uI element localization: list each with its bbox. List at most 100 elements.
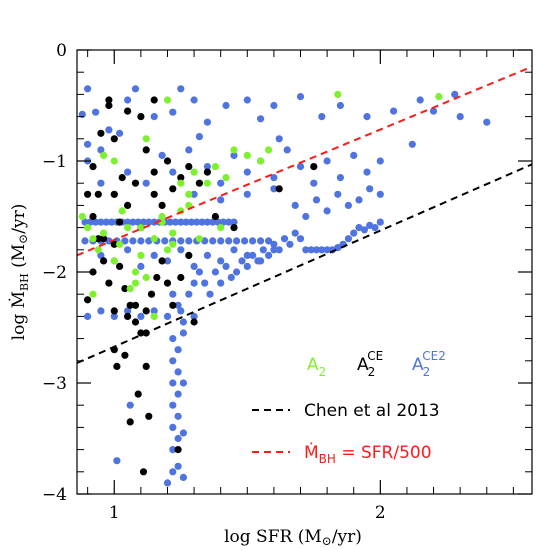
point-A2CE2 [376,157,384,165]
point-A2CE2 [296,163,305,171]
point-A2CE2 [179,379,187,387]
point-A2CE2 [363,168,371,176]
point-A2 [150,235,158,243]
point-A2CE2 [211,268,219,276]
point-A2CE2 [296,235,305,243]
point-A2CE2 [193,218,201,226]
point-A2CE2 [270,174,278,182]
point-A2CE [97,129,105,137]
point-A2CE [89,163,97,171]
series-A2CE [84,96,318,476]
point-A2 [217,224,225,232]
point-A2CE2 [177,218,185,226]
point-A2CE [163,279,172,287]
point-A2CE2 [163,479,172,487]
point-A2CE2 [203,118,211,126]
point-A2CE2 [203,163,211,171]
point-A2CE2 [203,251,211,259]
point-A2CE2 [185,290,193,298]
point-A2CE [150,96,158,104]
point-A2CE2 [219,218,227,226]
point-A2CE2 [350,229,358,237]
point-A2CE2 [139,218,148,226]
point-A2CE2 [145,237,153,245]
point-A2 [137,251,145,259]
point-A2CE2 [81,218,89,226]
point-A2CE2 [174,434,182,443]
point-A2CE2 [344,235,352,243]
point-A2CE [145,412,153,420]
point-A2CE2 [265,237,273,245]
point-A2CE2 [190,262,198,270]
point-A2CE [100,235,108,243]
point-A2CE2 [217,279,225,287]
point-A2CE2 [275,135,283,143]
point-A2CE2 [166,218,174,226]
point-A2CE2 [209,237,217,245]
point-A2CE2 [163,312,172,320]
point-A2 [169,229,177,237]
point-A2CE2 [323,246,331,254]
point-A2CE2 [137,262,145,270]
point-A2CE [153,273,161,282]
point-A2CE2 [174,390,182,398]
x-tick-label: 2 [375,503,386,523]
point-A2CE2 [177,246,185,254]
point-A2CE2 [97,307,105,315]
point-A2 [118,207,126,215]
point-A2CE2 [243,168,251,176]
point-A2CE [169,185,177,193]
point-A2CE2 [206,290,214,298]
point-A2CE2 [355,224,363,232]
point-A2CE2 [238,257,246,265]
axis-ticks: 1 2 0 −1 −2 −3 −4 [42,41,532,523]
point-A2CE [121,351,129,359]
point-A2CE2 [217,196,225,204]
point-A2CE2 [366,185,374,193]
point-A2CE2 [86,218,94,226]
point-A2CE [84,190,92,198]
point-A2CE2 [225,218,233,226]
point-A2CE [94,235,102,243]
point-A2CE2 [179,429,187,437]
point-A2CE [126,301,134,309]
point-A2CE2 [416,96,424,104]
point-A2 [265,146,273,154]
point-A2 [89,290,97,298]
point-A2CE2 [203,218,211,226]
point-A2 [195,235,203,243]
point-A2CE [158,257,166,265]
point-A2 [131,268,140,276]
point-A2 [100,229,108,237]
point-A2CE2 [230,218,238,226]
point-A2CE2 [92,108,100,116]
point-A2 [222,174,230,182]
point-A2CE [124,107,132,115]
point-A2CE2 [222,262,230,270]
point-A2CE2 [174,346,182,354]
point-A2CE [190,318,198,326]
point-A2CE2 [161,237,169,245]
point-A2CE [110,240,118,248]
point-A2 [84,224,92,232]
point-A2CE2 [108,218,116,226]
point-A2 [142,135,150,143]
point-A2CE2 [179,329,187,337]
point-A2CE2 [169,401,177,409]
point-A2CE [131,179,140,187]
point-A2CE2 [302,246,310,254]
point-A2CE2 [150,251,158,259]
point-A2CE2 [129,218,137,226]
point-A2CE2 [390,107,398,115]
point-A2CE2 [129,237,137,245]
point-A2CE2 [92,218,100,226]
legend-entry-a2ce2: A2CE2 [412,349,446,379]
reference-lines [76,65,533,364]
point-A2CE2 [371,224,379,232]
point-A2CE2 [225,237,233,245]
point-A2CE [177,174,185,182]
point-A2CE2 [302,212,310,221]
point-A2CE2 [344,201,352,209]
legend-label-ratio: ṀBH = SFR/500 [304,442,432,466]
point-A2CE [89,268,97,276]
